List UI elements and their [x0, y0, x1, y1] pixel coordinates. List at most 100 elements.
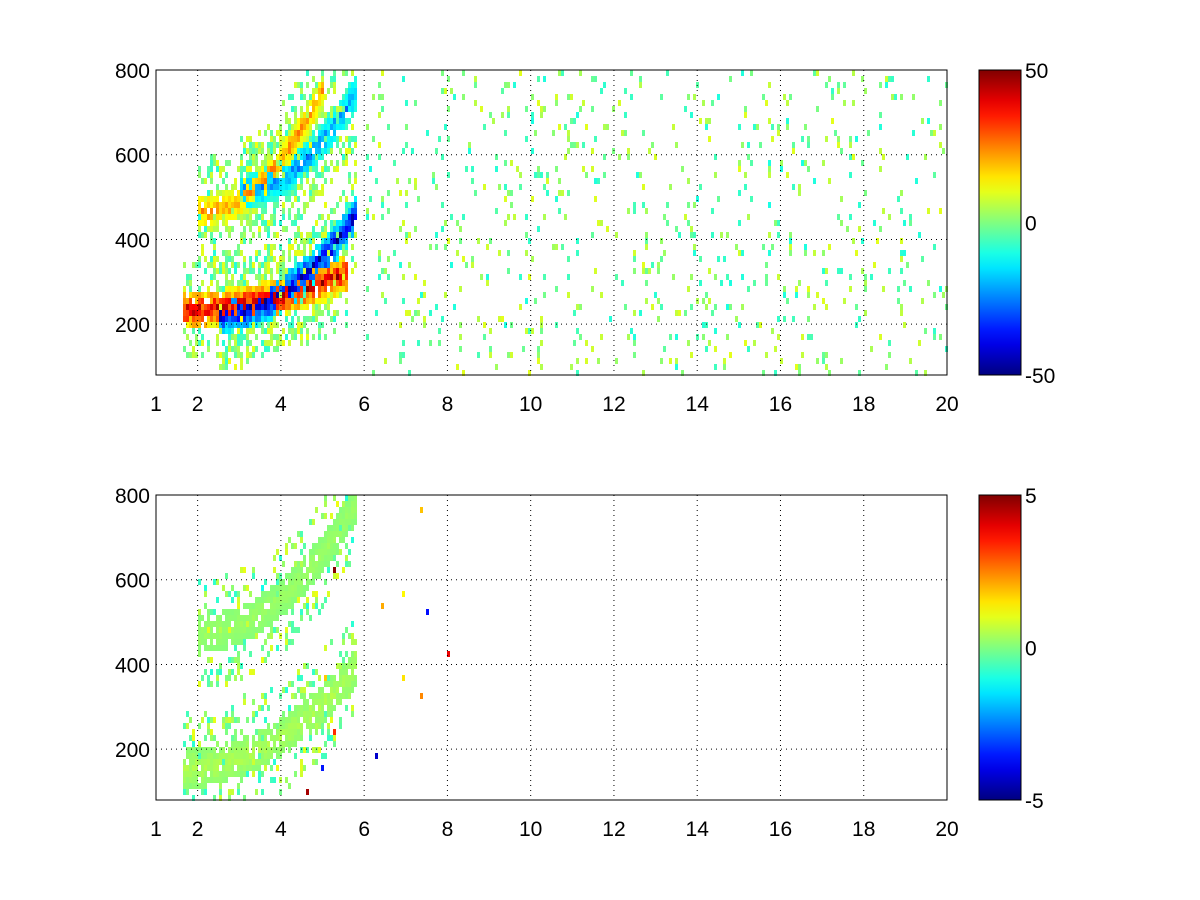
- heatmap-cell: [225, 681, 228, 687]
- heatmap-cell: [849, 136, 852, 142]
- heatmap-cell: [852, 238, 855, 244]
- heatmap-cell: [333, 256, 336, 262]
- heatmap-cell: [222, 633, 225, 639]
- heatmap-cell: [912, 94, 915, 100]
- heatmap-cell: [225, 723, 228, 729]
- heatmap-cell: [366, 214, 369, 220]
- heatmap-cell: [315, 723, 318, 729]
- heatmap-cell: [900, 250, 903, 256]
- x-tick-label: 1: [150, 393, 162, 416]
- heatmap-cell: [792, 142, 795, 148]
- heatmap-cell: [237, 597, 240, 603]
- heatmap-cell: [309, 268, 312, 274]
- heatmap-cell: [198, 759, 201, 765]
- heatmap-cell: [879, 226, 882, 232]
- heatmap-cell: [249, 609, 252, 615]
- heatmap-cell: [339, 274, 342, 280]
- heatmap-cell: [309, 579, 312, 585]
- heatmap-cell: [288, 585, 291, 591]
- heatmap-cell: [225, 609, 228, 615]
- heatmap-cell: [204, 603, 207, 609]
- heatmap-cell: [324, 286, 327, 292]
- heatmap-cell: [189, 310, 192, 316]
- heatmap-cell: [234, 208, 237, 214]
- heatmap-cell: [273, 208, 276, 214]
- heatmap-cell: [573, 118, 576, 124]
- heatmap-cell: [240, 274, 243, 280]
- heatmap-cell: [285, 573, 288, 579]
- heatmap-cell: [252, 747, 255, 753]
- heatmap-cell: [207, 286, 210, 292]
- heatmap-cell: [348, 663, 351, 669]
- heatmap-cell: [351, 639, 354, 645]
- heatmap-cell: [318, 280, 321, 286]
- heatmap-cell: [300, 340, 303, 346]
- heatmap-cell: [291, 142, 294, 148]
- heatmap-cell: [333, 525, 336, 531]
- heatmap-cell: [342, 100, 345, 106]
- heatmap-cell: [372, 214, 375, 220]
- heatmap-cell: [759, 142, 762, 148]
- heatmap-cell: [408, 370, 411, 376]
- heatmap-cell: [201, 783, 204, 789]
- heatmap-cell: [210, 262, 213, 268]
- heatmap-cell: [207, 729, 210, 735]
- heatmap-cell: [228, 304, 231, 310]
- heatmap-cell: [309, 274, 312, 280]
- heatmap-cell: [297, 573, 300, 579]
- heatmap-cell: [285, 741, 288, 747]
- heatmap-cell: [336, 549, 339, 555]
- heatmap-cell: [309, 723, 312, 729]
- heatmap-cell: [258, 322, 261, 328]
- heatmap-cell: [327, 298, 330, 304]
- heatmap-cell: [249, 262, 252, 268]
- heatmap-cell: [210, 771, 213, 777]
- heatmap-cell: [294, 298, 297, 304]
- heatmap-cell: [270, 178, 273, 184]
- heatmap-cell: [780, 358, 783, 364]
- heatmap-cell: [240, 747, 243, 753]
- y-tick-label: 600: [115, 145, 150, 168]
- heatmap-cell: [228, 789, 231, 795]
- heatmap-cell: [261, 735, 264, 741]
- heatmap-cell: [276, 130, 279, 136]
- heatmap-cell: [231, 190, 234, 196]
- heatmap-cell: [279, 286, 282, 292]
- heatmap-cell: [627, 208, 630, 214]
- x-tick-label: 4: [275, 393, 287, 416]
- heatmap-cell: [594, 136, 597, 142]
- heatmap-cell: [606, 124, 609, 130]
- heatmap-cell: [939, 142, 942, 148]
- heatmap-cell: [333, 130, 336, 136]
- heatmap-cell: [195, 759, 198, 765]
- heatmap-cell: [198, 202, 201, 208]
- heatmap-cell: [225, 208, 228, 214]
- heatmap-cell: [204, 639, 207, 645]
- heatmap-cell: [321, 729, 324, 735]
- heatmap-cell: [402, 76, 405, 82]
- heatmap-cell: [339, 513, 342, 519]
- heatmap-cell: [240, 166, 243, 172]
- heatmap-cell: [234, 633, 237, 639]
- bottom-grid: [156, 494, 947, 800]
- heatmap-cell: [348, 82, 351, 88]
- heatmap-cell: [711, 232, 714, 238]
- heatmap-cell: [276, 172, 279, 178]
- heatmap-cell: [312, 579, 315, 585]
- heatmap-cell: [570, 364, 573, 370]
- heatmap-cell: [276, 166, 279, 172]
- heatmap-cell: [315, 88, 318, 94]
- heatmap-cell: [345, 124, 348, 130]
- heatmap-cell: [345, 202, 348, 208]
- heatmap-cell: [591, 148, 594, 154]
- heatmap-cell: [555, 196, 558, 202]
- heatmap-cell: [273, 298, 276, 304]
- heatmap-cell: [828, 178, 831, 184]
- heatmap-cell: [276, 735, 279, 741]
- heatmap-cell: [846, 226, 849, 232]
- heatmap-cell: [303, 244, 306, 250]
- heatmap-cell: [741, 70, 744, 76]
- heatmap-cell: [339, 663, 342, 669]
- heatmap-cell: [507, 106, 510, 112]
- heatmap-cell: [330, 549, 333, 555]
